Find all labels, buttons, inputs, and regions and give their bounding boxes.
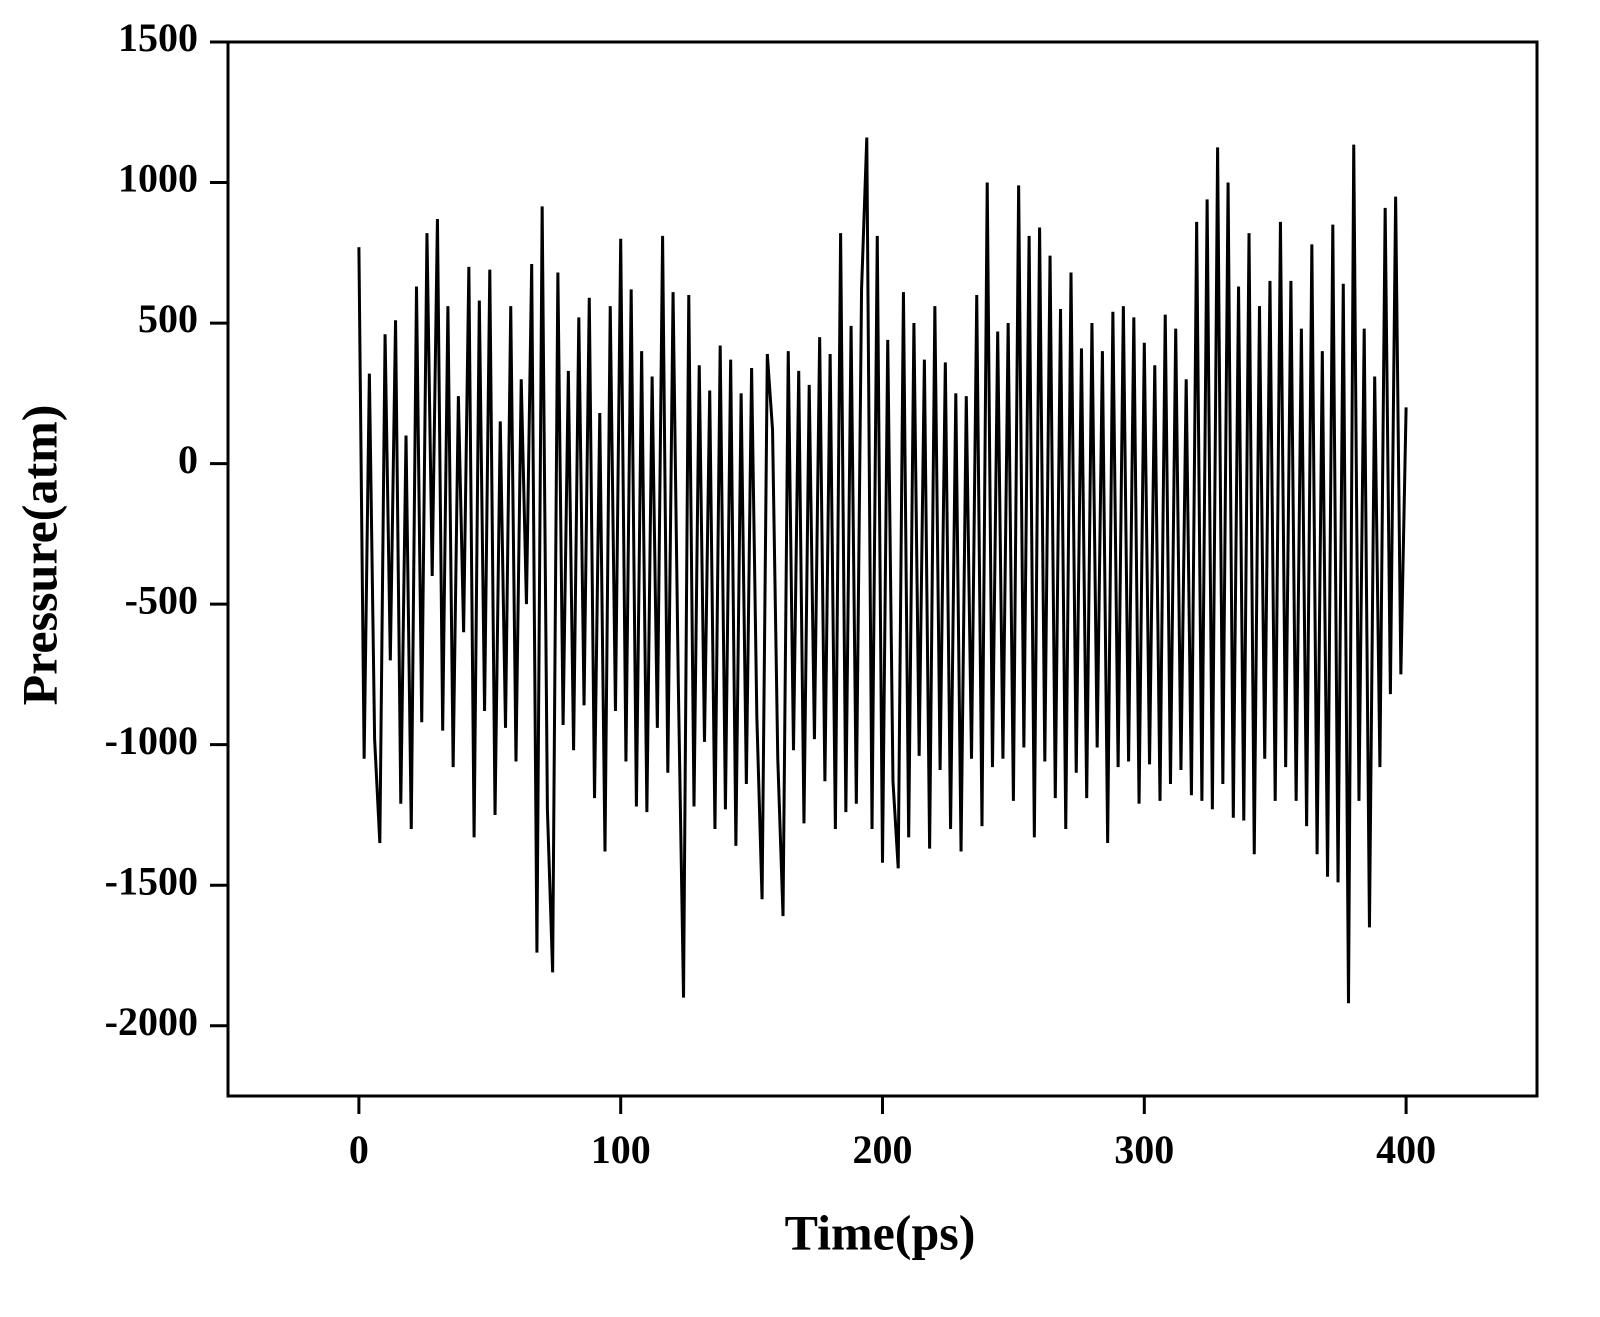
x-tick-label: 400 xyxy=(1376,1127,1436,1172)
y-tick-label: -1500 xyxy=(105,858,198,903)
data-line xyxy=(357,137,1408,1004)
x-tick-label: 100 xyxy=(591,1127,651,1172)
y-tick-label: 500 xyxy=(138,296,198,341)
y-axis-title: Pressure(atm) xyxy=(11,405,67,706)
y-tick-label: -1000 xyxy=(105,718,198,763)
y-tick-label: 0 xyxy=(178,437,198,482)
y-tick-label: 1500 xyxy=(118,15,198,60)
x-tick-label: 300 xyxy=(1114,1127,1174,1172)
y-tick-label: 1000 xyxy=(118,156,198,201)
y-tick-label: -500 xyxy=(125,577,198,622)
x-axis-title: Time(ps) xyxy=(785,1204,976,1260)
x-tick-label: 0 xyxy=(349,1127,369,1172)
y-tick-label: -2000 xyxy=(105,999,198,1044)
x-tick-label: 200 xyxy=(853,1127,913,1172)
